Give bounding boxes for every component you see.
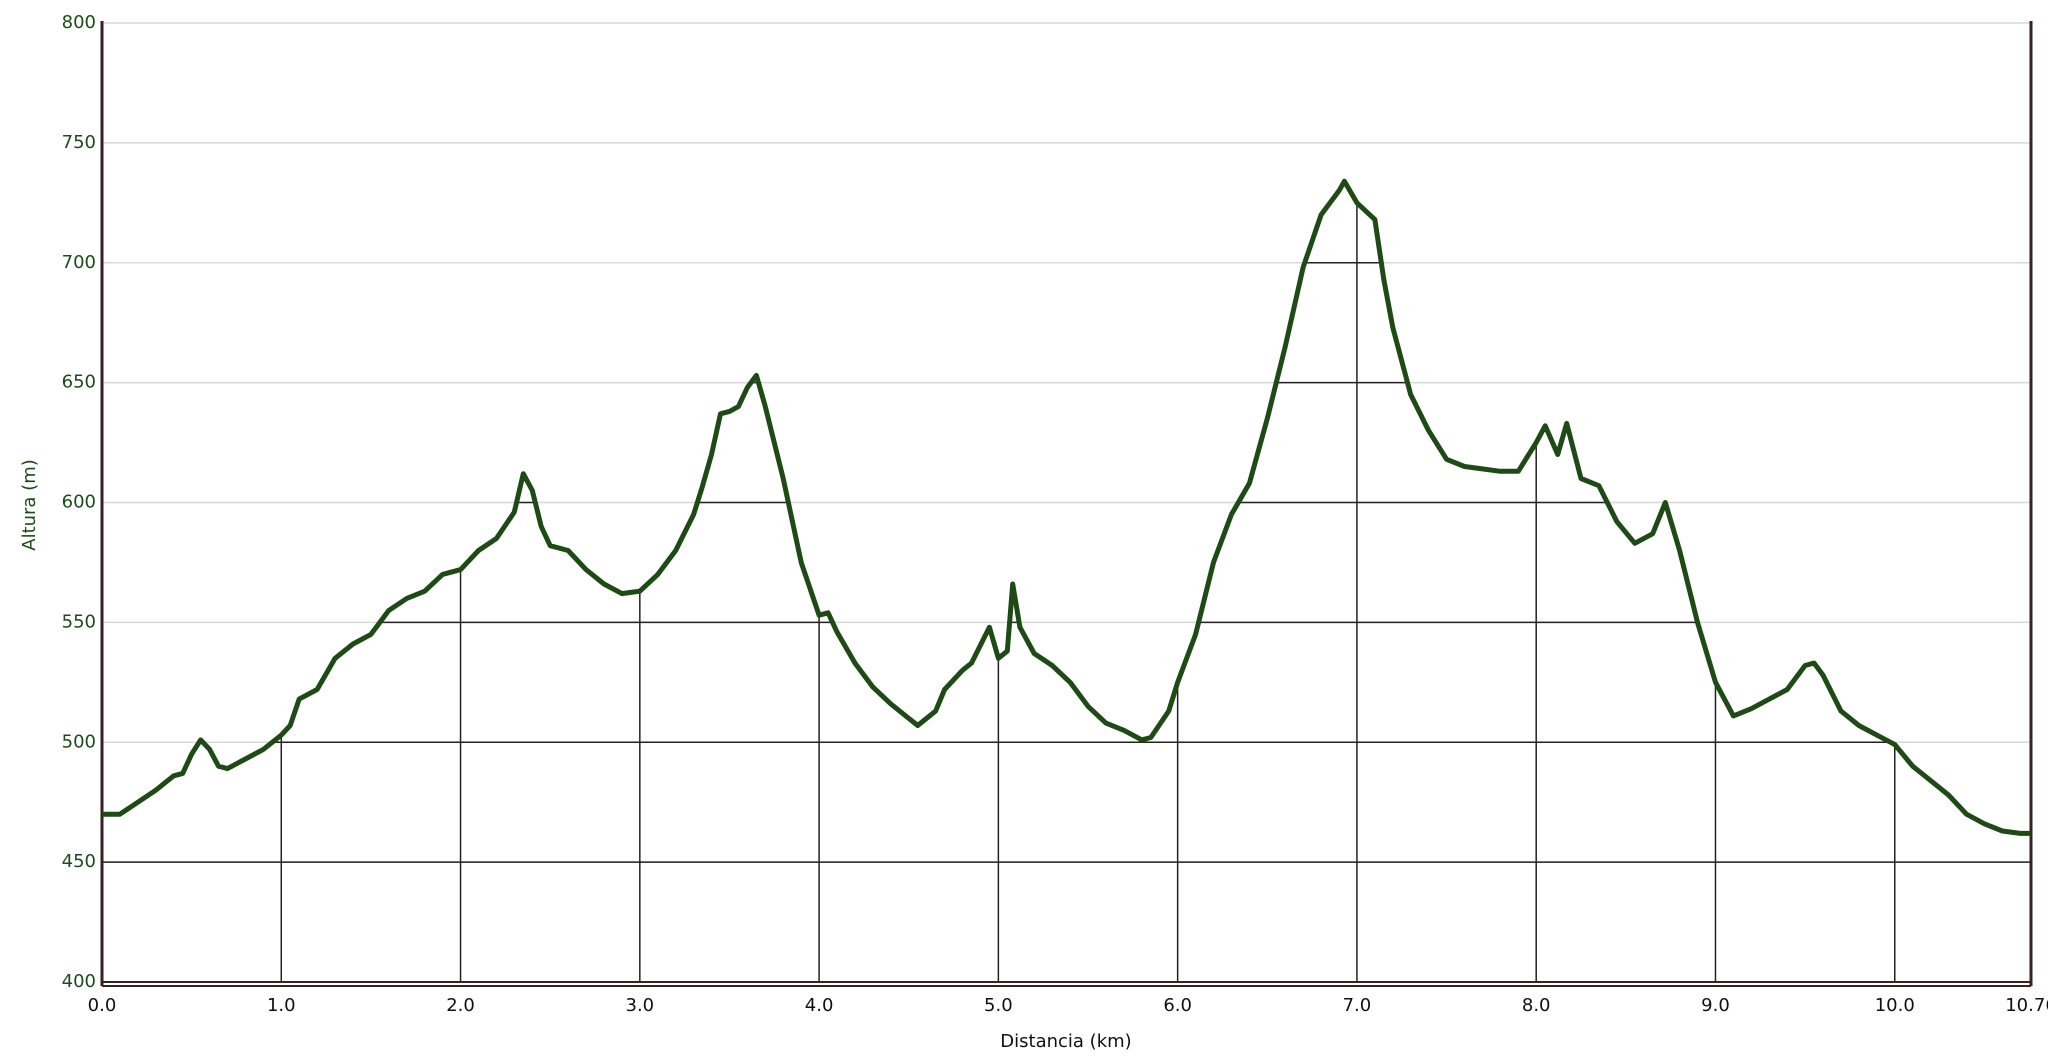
- y-tick-label: 650: [62, 372, 96, 393]
- x-tick-label: 3.0: [626, 995, 655, 1016]
- elevation-line: [102, 178, 2031, 836]
- y-tick-label: 550: [62, 611, 96, 632]
- x-tick-label: 10.76: [2005, 995, 2048, 1016]
- y-axis-title: Altura (m): [19, 459, 40, 551]
- y-tick-label: 700: [62, 252, 96, 273]
- y-tick-label: 500: [62, 731, 96, 752]
- x-tick-label: 9.0: [1701, 995, 1730, 1016]
- y-tick-label: 750: [62, 132, 96, 153]
- x-axis-title: Distancia (km): [1000, 1031, 1131, 1052]
- x-tick-label: 10.0: [1875, 995, 1915, 1016]
- x-tick-label: 5.0: [984, 995, 1013, 1016]
- y-tick-label: 450: [62, 851, 96, 872]
- y-tick-label: 800: [62, 12, 96, 33]
- x-tick-label: 6.0: [1163, 995, 1192, 1016]
- x-tick-label: 7.0: [1343, 995, 1372, 1016]
- x-tick-label: 0.0: [88, 995, 117, 1016]
- y-tick-label: 600: [62, 492, 96, 513]
- x-tick-label: 8.0: [1522, 995, 1551, 1016]
- x-tick-label: 1.0: [267, 995, 296, 1016]
- y-tick-label: 400: [62, 971, 96, 992]
- x-tick-label: 2.0: [446, 995, 475, 1016]
- x-tick-label: 4.0: [805, 995, 834, 1016]
